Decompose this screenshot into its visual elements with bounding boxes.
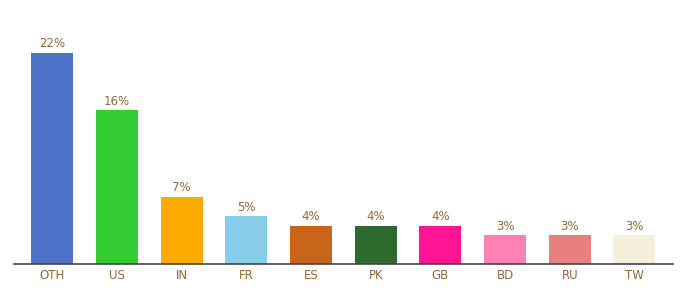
Bar (225, 216, 267, 264)
Bar (484, 235, 526, 264)
Text: 16%: 16% (104, 95, 130, 108)
Text: 22%: 22% (39, 38, 65, 50)
Bar (613, 235, 656, 264)
Text: 3%: 3% (560, 220, 579, 233)
Text: 4%: 4% (302, 210, 320, 223)
Bar (420, 226, 462, 264)
Bar (549, 235, 591, 264)
Bar (355, 226, 396, 264)
Bar (290, 226, 332, 264)
Text: 3%: 3% (496, 220, 514, 233)
Bar (31, 53, 73, 264)
Text: 3%: 3% (625, 220, 644, 233)
Bar (96, 110, 138, 264)
Text: 4%: 4% (367, 210, 385, 223)
Text: 4%: 4% (431, 210, 449, 223)
Text: 5%: 5% (237, 201, 256, 214)
Text: 7%: 7% (173, 182, 191, 194)
Bar (160, 197, 203, 264)
